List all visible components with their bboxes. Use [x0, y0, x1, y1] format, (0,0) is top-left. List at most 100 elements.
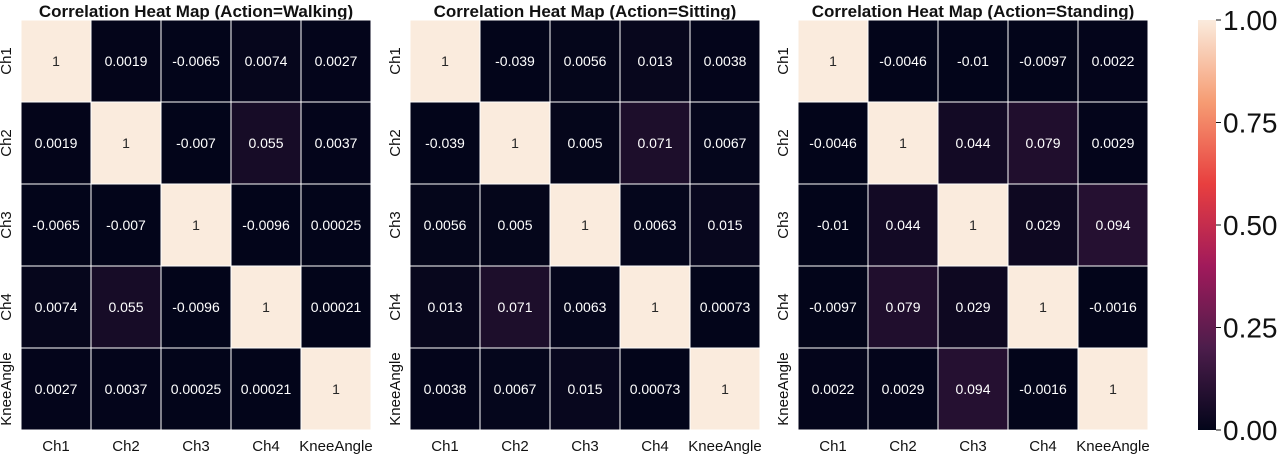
heatmap-cell: [797, 265, 869, 349]
heatmap-cell: [300, 19, 372, 103]
heatmap-cell: [230, 19, 302, 103]
heatmap-cell: [1007, 101, 1079, 185]
x-tick-label: Ch4: [252, 438, 280, 455]
cell-value-label: 0.00025: [311, 217, 362, 233]
x-tick-label: Ch2: [112, 438, 140, 455]
heatmap-cell: [160, 265, 232, 349]
cell-value-label: 0.029: [1025, 217, 1060, 233]
chart-title: Correlation Heat Map (Action=Walking): [39, 2, 353, 21]
cell-value-label: 1: [511, 135, 519, 151]
cell-value-label: -0.0046: [879, 53, 927, 69]
cell-value-label: 1: [1109, 381, 1117, 397]
cell-value-label: -0.0065: [32, 217, 80, 233]
heatmap-cell: [479, 347, 551, 431]
cell-value-label: 0.0022: [812, 381, 855, 397]
cell-value-label: 0.0029: [882, 381, 925, 397]
cell-value-label: 0.013: [637, 53, 672, 69]
heatmap-cell: [937, 265, 1009, 349]
heatmap-cell: [797, 183, 869, 267]
cell-value-label: 0.015: [707, 217, 742, 233]
heatmap-cell: [797, 19, 869, 103]
cell-value-label: 0.071: [637, 135, 672, 151]
cell-value-label: -0.039: [495, 53, 535, 69]
heatmap-cell: [1007, 183, 1079, 267]
cell-value-label: 0.00073: [700, 299, 751, 315]
heatmap-cell: [619, 347, 691, 431]
heatmap-cell: [300, 101, 372, 185]
cell-value-label: 0.0037: [315, 135, 358, 151]
x-tick-label: Ch2: [889, 438, 917, 455]
heatmap-cell: [90, 19, 162, 103]
heatmap-cell: [1077, 19, 1149, 103]
heatmap-cell: [160, 101, 232, 185]
x-tick-label: Ch4: [641, 438, 669, 455]
cell-value-label: 0.0074: [35, 299, 78, 315]
heatmap-cell: [867, 265, 939, 349]
y-tick-label: Ch4: [0, 293, 15, 321]
heatmap-cell: [90, 183, 162, 267]
heatmap-cell: [937, 19, 1009, 103]
y-tick-label: KneeAngle: [387, 352, 404, 425]
heatmap-cell: [160, 19, 232, 103]
cell-value-label: 1: [262, 299, 270, 315]
heatmap-cell: [230, 183, 302, 267]
cell-value-label: 0.0074: [245, 53, 288, 69]
cell-value-label: 1: [192, 217, 200, 233]
y-tick-label: Ch2: [0, 129, 15, 157]
cell-value-label: 0.00021: [311, 299, 362, 315]
y-tick-label: Ch4: [775, 293, 792, 321]
y-tick-label: Ch3: [0, 211, 15, 239]
heatmap-cell: [867, 347, 939, 431]
cell-value-label: 1: [651, 299, 659, 315]
cell-value-label: 1: [829, 53, 837, 69]
heatmap-cell: [549, 265, 621, 349]
x-tick-label: Ch1: [819, 438, 847, 455]
cell-value-label: -0.0097: [1019, 53, 1067, 69]
cell-value-label: 0.013: [427, 299, 462, 315]
heatmap-cell: [689, 265, 761, 349]
cell-value-label: 0.094: [1095, 217, 1130, 233]
heatmap-cell: [20, 265, 92, 349]
colorbar-tick-label: 0.50: [1223, 210, 1278, 241]
cell-value-label: 0.055: [108, 299, 143, 315]
cell-value-label: 0.0019: [35, 135, 78, 151]
cell-value-label: 0.044: [885, 217, 920, 233]
x-tick-label: Ch2: [501, 438, 529, 455]
y-tick-label: Ch1: [0, 47, 15, 75]
heatmap-cell: [689, 101, 761, 185]
colorbar-gradient: [1198, 20, 1216, 430]
cell-value-label: 0.0037: [105, 381, 148, 397]
y-tick-label: Ch1: [387, 47, 404, 75]
heatmap-cell: [20, 101, 92, 185]
heatmap-cell: [160, 347, 232, 431]
cell-value-label: 0.0038: [704, 53, 747, 69]
heatmap-cell: [689, 347, 761, 431]
cell-value-label: -0.01: [817, 217, 849, 233]
cell-value-label: -0.007: [176, 135, 216, 151]
x-tick-label: KneeAngle: [299, 438, 372, 455]
cell-value-label: 0.0067: [494, 381, 537, 397]
heatmap-cell: [797, 347, 869, 431]
cell-value-label: 0.0056: [564, 53, 607, 69]
cell-value-label: -0.0065: [172, 53, 220, 69]
cell-value-label: 0.0038: [424, 381, 467, 397]
cell-value-label: 0.0063: [634, 217, 677, 233]
y-tick-label: Ch2: [387, 129, 404, 157]
heatmap-cell: [689, 19, 761, 103]
heatmap-cell: [409, 183, 481, 267]
cell-value-label: -0.0096: [242, 217, 290, 233]
heatmap-cell: [1077, 183, 1149, 267]
heatmap-cell: [689, 183, 761, 267]
cell-value-label: 0.0022: [1092, 53, 1135, 69]
cell-value-label: 1: [721, 381, 729, 397]
cell-value-label: -0.007: [106, 217, 146, 233]
heatmap-cell: [409, 101, 481, 185]
cell-value-label: 0.00021: [241, 381, 292, 397]
cell-value-label: 0.0056: [424, 217, 467, 233]
chart-title: Correlation Heat Map (Action=Standing): [812, 2, 1135, 21]
heatmap-cell: [619, 19, 691, 103]
heatmap-cell: [797, 101, 869, 185]
cell-value-label: 0.094: [955, 381, 990, 397]
cell-value-label: 0.015: [567, 381, 602, 397]
